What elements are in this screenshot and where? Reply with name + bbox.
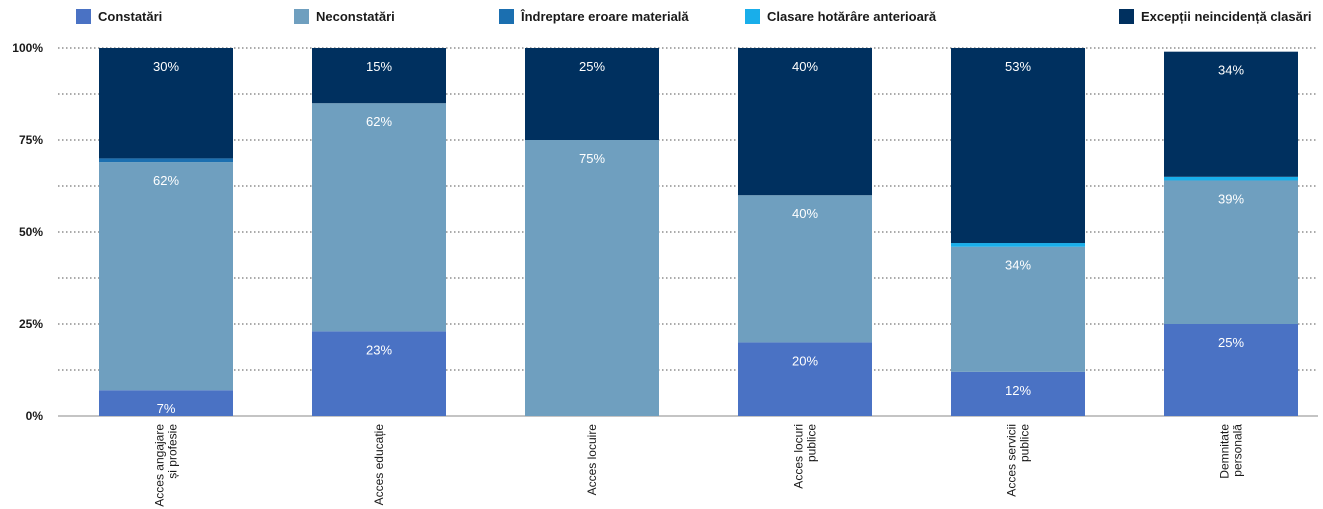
bar-exceptii-neincidenta-clasari bbox=[738, 48, 872, 196]
bar-neconstatari bbox=[525, 140, 659, 416]
data-label: 20% bbox=[792, 353, 818, 368]
data-label: 34% bbox=[1218, 63, 1244, 78]
bar-clasare-hotarare-anterioara bbox=[1164, 176, 1298, 181]
bar-clasare-hotarare-anterioara bbox=[951, 243, 1085, 247]
data-label: 75% bbox=[579, 151, 605, 166]
x-axis: Acces angajareși profesie Acces educație A… bbox=[153, 424, 1245, 507]
bar-group-acces-angajare-si-profesie: 7%62%1%30% bbox=[99, 48, 233, 416]
data-label: 62% bbox=[366, 114, 392, 129]
bar-group-acces-locuire: 75% 25% bbox=[525, 48, 659, 416]
legend-swatch bbox=[294, 9, 309, 24]
legend-label: Excepții neincidență clasări bbox=[1141, 9, 1312, 24]
data-label: 23% bbox=[366, 342, 392, 357]
data-label: 62% bbox=[153, 173, 179, 188]
data-label: 39% bbox=[1218, 191, 1244, 206]
y-tick-label: 0% bbox=[26, 409, 44, 423]
x-tick-label: Acces angajareși profesie bbox=[153, 424, 180, 507]
data-label: 12% bbox=[1005, 383, 1031, 398]
bar-exceptii-neincidenta-clasari bbox=[1164, 51, 1298, 177]
y-axis: 0% 25% 50% 75% 100% bbox=[12, 41, 43, 423]
y-tick-label: 25% bbox=[19, 317, 43, 331]
bar-exceptii-neincidenta-clasari bbox=[951, 48, 1085, 244]
data-label: 40% bbox=[792, 206, 818, 221]
bar-neconstatari bbox=[738, 195, 872, 343]
y-tick-label: 75% bbox=[19, 133, 43, 147]
bar-group-demnitate-personala: 25%39%1%34% bbox=[1164, 51, 1298, 416]
legend-swatch bbox=[499, 9, 514, 24]
legend-label: Constatări bbox=[98, 9, 162, 24]
legend-swatch bbox=[76, 9, 91, 24]
x-tick-label: Demnitatepersonală bbox=[1218, 424, 1245, 479]
bar-neconstatari bbox=[951, 246, 1085, 372]
bar-constatari bbox=[951, 371, 1085, 416]
bar-neconstatari bbox=[312, 103, 446, 332]
bar-group-acces-educatie: 23% 62% 15% bbox=[312, 48, 446, 416]
bar-constatari bbox=[99, 390, 233, 416]
data-label: 34% bbox=[1005, 258, 1031, 273]
legend-item-exceptii-neincidenta-clasari: Excepții neincidență clasări bbox=[1119, 9, 1312, 24]
bar-exceptii-neincidenta-clasari bbox=[99, 48, 233, 159]
legend-swatch bbox=[745, 9, 760, 24]
legend-item-neconstatari: Neconstatări bbox=[294, 9, 395, 24]
legend-label: Îndreptare eroare materială bbox=[520, 9, 689, 24]
bar-neconstatari bbox=[1164, 180, 1298, 324]
legend-item-clasare-hotarare-anterioara: Clasare hotărâre anterioară bbox=[745, 9, 937, 24]
gridlines bbox=[58, 47, 1318, 417]
y-tick-label: 100% bbox=[12, 41, 43, 55]
legend-item-indreptare-eroare-materiala: Îndreptare eroare materială bbox=[499, 9, 689, 24]
legend: Constatări Neconstatări Îndreptare eroare … bbox=[76, 9, 1312, 24]
bars: 7%62%1%30%23%62%15%75%25%20%40%40%12%34%… bbox=[99, 48, 1298, 416]
data-label: 25% bbox=[579, 59, 605, 74]
y-tick-label: 50% bbox=[19, 225, 43, 239]
x-tick-label: Acces serviciipublice bbox=[1005, 424, 1032, 497]
bar-neconstatari bbox=[99, 162, 233, 391]
bar-constatari bbox=[1164, 324, 1298, 416]
data-label: 15% bbox=[366, 59, 392, 74]
data-label: 25% bbox=[1218, 335, 1244, 350]
data-label: 40% bbox=[792, 59, 818, 74]
data-label: 30% bbox=[153, 59, 179, 74]
bar-exceptii-neincidenta-clasari bbox=[525, 48, 659, 140]
x-tick-label: Acces locuripublice bbox=[792, 424, 819, 489]
x-tick-label: Acces locuire bbox=[585, 424, 599, 496]
bar-exceptii-neincidenta-clasari bbox=[312, 48, 446, 104]
bar-group-acces-locuri-publice: 20% 40% 40% bbox=[738, 48, 872, 416]
bar-constatari bbox=[738, 342, 872, 416]
data-label: 7% bbox=[157, 401, 176, 416]
bar-indreptare-eroare-materiala bbox=[99, 158, 233, 163]
bar-constatari bbox=[312, 331, 446, 416]
x-tick-label: Acces educație bbox=[372, 424, 386, 506]
legend-label: Clasare hotărâre anterioară bbox=[767, 9, 937, 24]
data-label: 53% bbox=[1005, 59, 1031, 74]
legend-label: Neconstatări bbox=[316, 9, 395, 24]
legend-swatch bbox=[1119, 9, 1134, 24]
bar-group-acces-servicii-publice: 12%34%1%53% bbox=[951, 48, 1085, 416]
legend-item-constatari: Constatări bbox=[76, 9, 162, 24]
